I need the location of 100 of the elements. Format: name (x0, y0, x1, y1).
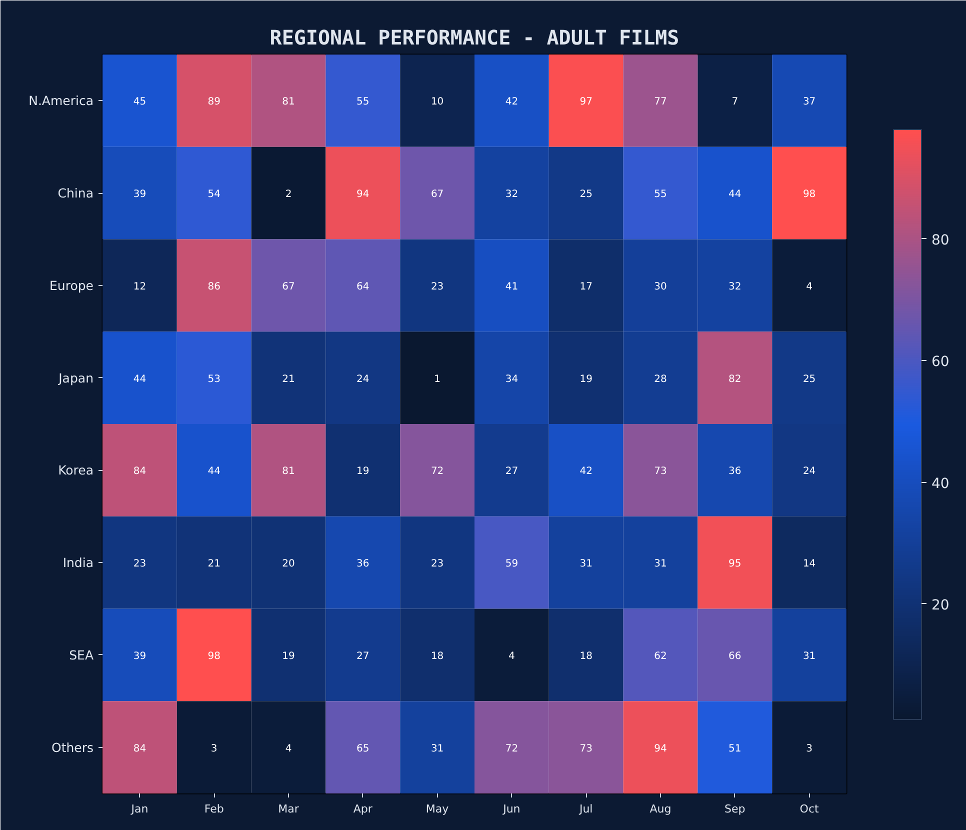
data-label: 31 (580, 558, 592, 570)
data-label: 55 (356, 96, 370, 108)
data-label: 18 (580, 650, 592, 662)
data-label: 44 (728, 189, 742, 200)
data-label: 59 (505, 558, 518, 570)
data-label: 3 (210, 743, 218, 754)
chart-title: REGIONAL PERFORMANCE - ADULT FILMS (270, 26, 680, 50)
color-bar-label: 60 (932, 354, 950, 370)
y-tick-label: Japan (58, 370, 94, 386)
data-label: 89 (208, 96, 220, 108)
data-label: 19 (356, 466, 370, 478)
data-label: 25 (580, 189, 592, 200)
color-bar-label: 20 (932, 597, 950, 614)
y-tick-label: Europe (50, 278, 94, 293)
data-label: 54 (208, 189, 220, 200)
data-label: 51 (728, 743, 742, 754)
data-label: 25 (802, 374, 816, 385)
data-label: 67 (282, 281, 295, 292)
x-tick-label: Oct (800, 802, 820, 816)
data-label: 21 (282, 374, 295, 385)
data-label: 84 (133, 743, 146, 754)
data-label: 32 (728, 281, 742, 292)
y-tick-label: India (62, 555, 94, 570)
data-label: 31 (802, 650, 816, 662)
data-label: 86 (208, 281, 220, 292)
data-label: 84 (133, 466, 146, 478)
x-tick-label: May (426, 802, 450, 816)
data-label: 81 (282, 466, 295, 478)
data-label: 23 (430, 558, 444, 570)
data-label: 94 (654, 743, 667, 754)
data-label: 18 (430, 650, 444, 662)
data-label: 28 (654, 374, 667, 385)
data-label: 36 (728, 466, 742, 478)
data-label: 30 (654, 281, 667, 292)
color-bar-label: 40 (932, 476, 950, 492)
data-label: 31 (430, 743, 444, 754)
data-label: 64 (356, 281, 370, 292)
data-label: 4 (508, 650, 515, 662)
data-label: 27 (356, 650, 370, 662)
data-label: 20 (282, 558, 295, 570)
data-label: 72 (505, 743, 518, 754)
y-tick-label: Korea (58, 462, 94, 478)
data-label: 73 (654, 466, 667, 478)
data-label: 44 (133, 374, 146, 385)
x-tick-label: Apr (353, 802, 373, 816)
data-label: 37 (802, 96, 816, 108)
data-label: 14 (802, 558, 816, 570)
data-label: 24 (356, 374, 370, 385)
data-label: 4 (806, 281, 812, 292)
data-label: 97 (580, 96, 592, 108)
data-label: 10 (430, 96, 444, 108)
y-tick-label: N.America (28, 93, 94, 108)
data-label: 34 (505, 374, 518, 385)
data-label: 73 (580, 743, 592, 754)
x-tick-label: Aug (650, 802, 672, 816)
data-label: 81 (282, 96, 295, 108)
data-label: 45 (133, 96, 146, 108)
data-label: 3 (806, 743, 812, 754)
data-label: 44 (208, 466, 220, 478)
data-label: 36 (356, 558, 370, 570)
data-label: 23 (133, 558, 146, 570)
data-label: 27 (505, 466, 518, 478)
x-tick-label: Mar (278, 802, 300, 816)
data-label: 39 (133, 189, 146, 200)
x-tick-label: Jul (578, 802, 593, 816)
data-label: 62 (654, 650, 667, 662)
data-label: 32 (505, 189, 518, 200)
data-label: 67 (430, 189, 444, 200)
data-label: 12 (133, 281, 146, 292)
x-tick-label: Sep (724, 802, 746, 816)
data-label: 53 (208, 374, 220, 385)
color-bar-label: 80 (932, 232, 950, 248)
x-tick-label: Jan (130, 802, 148, 816)
data-label: 19 (580, 374, 592, 385)
data-label: 31 (654, 558, 667, 570)
data-label: 24 (802, 466, 816, 478)
x-tick-label: Jun (502, 802, 520, 816)
data-label: 7 (732, 96, 738, 108)
data-label: 39 (133, 650, 146, 662)
data-label: 98 (208, 650, 220, 662)
data-label: 17 (580, 281, 592, 292)
data-label: 42 (580, 466, 592, 478)
data-label: 72 (430, 466, 444, 478)
data-label: 66 (728, 650, 742, 662)
data-label: 77 (654, 96, 667, 108)
data-label: 55 (654, 189, 667, 200)
data-label: 82 (728, 374, 742, 385)
y-tick-label: SEA (69, 647, 94, 662)
x-tick-label: Feb (204, 802, 224, 816)
data-label: 23 (430, 281, 444, 292)
data-label: 94 (356, 189, 370, 200)
data-label: 19 (282, 650, 295, 662)
y-tick-label: China (58, 186, 94, 201)
data-label: 41 (505, 281, 518, 292)
data-label: 98 (802, 189, 816, 200)
data-label: 1 (434, 374, 440, 385)
data-label: 4 (285, 743, 292, 754)
y-tick-label: Others (51, 740, 94, 755)
data-label: 42 (505, 96, 518, 108)
data-label: 21 (208, 558, 220, 570)
